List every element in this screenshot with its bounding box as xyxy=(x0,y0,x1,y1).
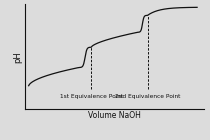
X-axis label: Volume NaOH: Volume NaOH xyxy=(88,111,141,120)
Text: 1st Equivalence Point: 1st Equivalence Point xyxy=(60,94,123,99)
Text: 2nd Equivalence Point: 2nd Equivalence Point xyxy=(115,94,180,99)
Y-axis label: pH: pH xyxy=(13,51,22,63)
